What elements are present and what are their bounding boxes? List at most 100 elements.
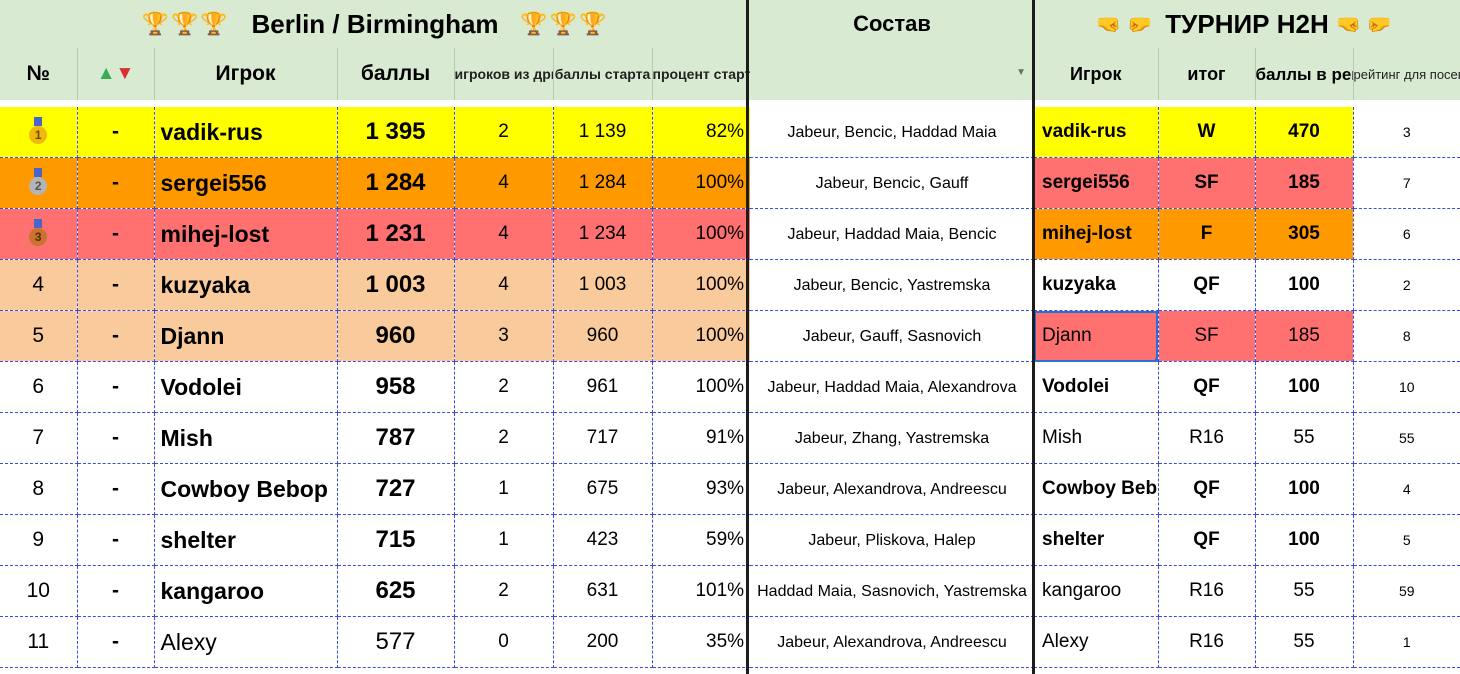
rank-cell[interactable]: 11 — [0, 616, 78, 668]
player-name-cell[interactable]: kuzyaka — [154, 259, 338, 311]
result-cell[interactable]: R16 — [1158, 616, 1256, 668]
player-name-cell[interactable]: mihej-lost — [154, 208, 338, 260]
seed-rating-cell[interactable]: 8 — [1353, 310, 1460, 362]
header-dream-players[interactable]: игроков из дрим тим — [454, 48, 554, 100]
start-points-cell[interactable]: 631 — [553, 565, 653, 617]
rank-cell[interactable]: 4 — [0, 259, 78, 311]
header-result[interactable]: итог — [1158, 48, 1256, 100]
h2h-player-cell[interactable]: Mish — [1034, 412, 1159, 464]
start-percent-cell[interactable]: 100% — [652, 157, 751, 209]
points-cell[interactable]: 787 — [337, 412, 455, 464]
h2h-player-cell[interactable]: kuzyaka — [1034, 259, 1159, 311]
rating-points-cell[interactable]: 305 — [1255, 208, 1354, 260]
start-percent-cell[interactable]: 100% — [652, 208, 751, 260]
seed-rating-cell[interactable]: 7 — [1353, 157, 1460, 209]
seed-rating-cell[interactable]: 10 — [1353, 361, 1460, 413]
h2h-player-cell[interactable]: Cowboy Beb — [1034, 463, 1159, 515]
header-rating-points[interactable]: баллы в рейтинг — [1255, 48, 1354, 100]
rank-cell[interactable]: 8 — [0, 463, 78, 515]
h2h-player-cell[interactable]: sergei556 — [1034, 157, 1159, 209]
points-cell[interactable]: 1 284 — [337, 157, 455, 209]
start-points-cell[interactable]: 1 284 — [553, 157, 653, 209]
h2h-player-cell[interactable]: mihej-lost — [1034, 208, 1159, 260]
rank-cell[interactable]: 6 — [0, 361, 78, 413]
rating-points-cell[interactable]: 100 — [1255, 463, 1354, 515]
movement-cell[interactable]: - — [77, 514, 155, 566]
rank-cell[interactable]: 1 — [0, 107, 78, 158]
h2h-title-cell[interactable]: 🤜🤛 ТУРНИР H2H 🤜🤛 — [1034, 0, 1460, 48]
rating-points-cell[interactable]: 100 — [1255, 514, 1354, 566]
rank-cell[interactable]: 2 — [0, 157, 78, 209]
composition-cell[interactable]: Jabeur, Gauff, Sasnovich — [750, 310, 1034, 362]
start-points-cell[interactable]: 717 — [553, 412, 653, 464]
movement-cell[interactable]: - — [77, 463, 155, 515]
h2h-player-cell[interactable]: vadik-rus — [1034, 107, 1159, 158]
player-name-cell[interactable]: Vodolei — [154, 361, 338, 413]
seed-rating-cell[interactable]: 6 — [1353, 208, 1460, 260]
dream-players-cell[interactable]: 1 — [454, 463, 554, 515]
points-cell[interactable]: 577 — [337, 616, 455, 668]
dream-players-cell[interactable]: 2 — [454, 565, 554, 617]
start-percent-cell[interactable]: 82% — [652, 107, 751, 158]
seed-rating-cell[interactable]: 1 — [1353, 616, 1460, 668]
movement-cell[interactable]: - — [77, 157, 155, 209]
result-cell[interactable]: SF — [1158, 310, 1256, 362]
seed-rating-cell[interactable]: 3 — [1353, 107, 1460, 158]
chevron-down-icon[interactable]: ▼ — [1016, 67, 1026, 78]
seed-rating-cell[interactable]: 59 — [1353, 565, 1460, 617]
movement-cell[interactable]: - — [77, 616, 155, 668]
player-name-cell[interactable]: Alexy — [154, 616, 338, 668]
composition-cell[interactable]: Jabeur, Pliskova, Halep — [750, 514, 1034, 566]
points-cell[interactable]: 960 — [337, 310, 455, 362]
seed-rating-cell[interactable]: 4 — [1353, 463, 1460, 515]
dream-players-cell[interactable]: 0 — [454, 616, 554, 668]
player-name-cell[interactable]: kangaroo — [154, 565, 338, 617]
dream-players-cell[interactable]: 2 — [454, 412, 554, 464]
player-name-cell[interactable]: vadik-rus — [154, 107, 338, 158]
start-points-cell[interactable]: 961 — [553, 361, 653, 413]
points-cell[interactable]: 727 — [337, 463, 455, 515]
start-points-cell[interactable]: 1 139 — [553, 107, 653, 158]
h2h-player-cell[interactable]: Vodolei — [1034, 361, 1159, 413]
composition-cell[interactable]: Jabeur, Haddad Maia, Bencic — [750, 208, 1034, 260]
dream-players-cell[interactable]: 4 — [454, 157, 554, 209]
points-cell[interactable]: 1 395 — [337, 107, 455, 158]
player-name-cell[interactable]: Mish — [154, 412, 338, 464]
composition-cell[interactable]: Jabeur, Zhang, Yastremska — [750, 412, 1034, 464]
header-seed-rating[interactable]: рейтинг для посева — [1353, 48, 1460, 100]
start-points-cell[interactable]: 675 — [553, 463, 653, 515]
composition-cell[interactable]: Jabeur, Bencic, Gauff — [750, 157, 1034, 209]
start-percent-cell[interactable]: 93% — [652, 463, 751, 515]
tournament-title-cell[interactable]: 🏆🏆🏆 Berlin / Birmingham 🏆🏆🏆 — [0, 0, 751, 48]
rank-cell[interactable]: 3 — [0, 208, 78, 260]
result-cell[interactable]: QF — [1158, 361, 1256, 413]
movement-cell[interactable]: - — [77, 259, 155, 311]
rank-cell[interactable]: 10 — [0, 565, 78, 617]
result-cell[interactable]: QF — [1158, 463, 1256, 515]
composition-cell[interactable]: Jabeur, Bencic, Yastremska — [750, 259, 1034, 311]
rank-cell[interactable]: 7 — [0, 412, 78, 464]
start-points-cell[interactable]: 423 — [553, 514, 653, 566]
dream-players-cell[interactable]: 4 — [454, 259, 554, 311]
seed-rating-cell[interactable]: 55 — [1353, 412, 1460, 464]
movement-cell[interactable]: - — [77, 361, 155, 413]
rating-points-cell[interactable]: 55 — [1255, 412, 1354, 464]
player-name-cell[interactable]: Cowboy Bebop — [154, 463, 338, 515]
h2h-player-cell[interactable]: shelter — [1034, 514, 1159, 566]
rating-points-cell[interactable]: 100 — [1255, 259, 1354, 311]
points-cell[interactable]: 958 — [337, 361, 455, 413]
result-cell[interactable]: W — [1158, 107, 1256, 158]
result-cell[interactable]: F — [1158, 208, 1256, 260]
header-h2h-player[interactable]: Игрок — [1034, 48, 1159, 100]
h2h-player-cell[interactable]: Alexy — [1034, 616, 1159, 668]
header-composition[interactable]: Состав — [750, 0, 1034, 48]
start-percent-cell[interactable]: 35% — [652, 616, 751, 668]
dream-players-cell[interactable]: 2 — [454, 361, 554, 413]
points-cell[interactable]: 1 003 — [337, 259, 455, 311]
start-points-cell[interactable]: 960 — [553, 310, 653, 362]
rank-cell[interactable]: 9 — [0, 514, 78, 566]
header-start-points[interactable]: баллы старта — [553, 48, 653, 100]
composition-cell[interactable]: Haddad Maia, Sasnovich, Yastremska — [750, 565, 1034, 617]
movement-cell[interactable]: - — [77, 107, 155, 158]
dream-players-cell[interactable]: 2 — [454, 107, 554, 158]
